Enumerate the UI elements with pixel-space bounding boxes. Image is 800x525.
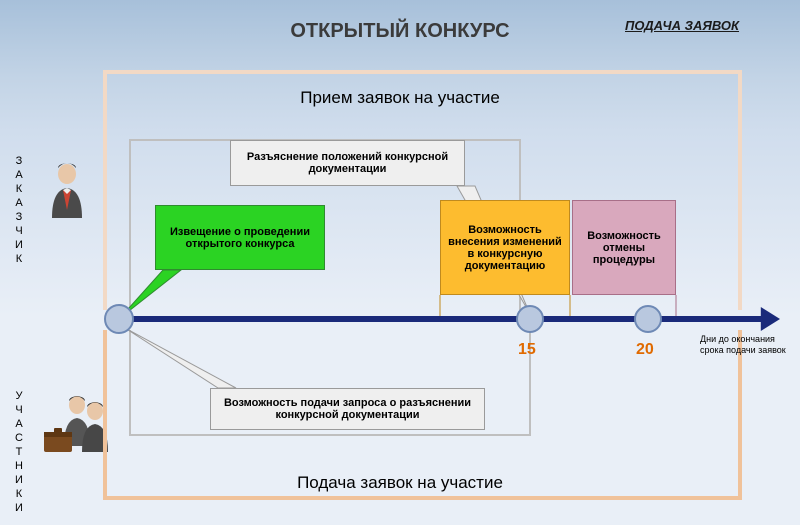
brackets-svg bbox=[0, 0, 800, 525]
callout-changes: Возможность внесения изменений в конкурс… bbox=[440, 200, 570, 295]
callout-changes-text: Возможность внесения изменений в конкурс… bbox=[447, 224, 563, 272]
customer-icon bbox=[42, 160, 92, 220]
axis-label-line1: Дни до окончания bbox=[700, 334, 775, 344]
callout-request: Возможность подачи запроса о разъяснении… bbox=[210, 388, 485, 430]
callout-notice: Извещение о проведении открытого конкурс… bbox=[155, 205, 325, 270]
left-label-customer-text: ЗАКАЗЧИК bbox=[13, 155, 25, 267]
bracket-bottom-label-text: Подача заявок на участие bbox=[297, 473, 503, 492]
callout-notice-text: Извещение о проведении открытого конкурс… bbox=[162, 226, 318, 250]
axis-label: Дни до окончания срока подачи заявок bbox=[700, 334, 786, 356]
left-label-participants-text: УЧАСТНИКИ bbox=[13, 390, 25, 516]
callout-cancel-text: Возможность отмены процедуры bbox=[579, 230, 669, 266]
callout-request-text: Возможность подачи запроса о разъяснении… bbox=[217, 397, 478, 421]
tick-20: 20 bbox=[636, 341, 654, 359]
bracket-top-label-text: Прием заявок на участие bbox=[300, 88, 500, 107]
participants-icon bbox=[42, 390, 112, 460]
callout-cancel: Возможность отмены процедуры bbox=[572, 200, 676, 295]
bracket-top-label: Прием заявок на участие bbox=[0, 88, 800, 108]
page-title-text: ОТКРЫТЫЙ КОНКУРС bbox=[290, 20, 509, 42]
subtitle-link: ПОДАЧА ЗАЯВОК bbox=[625, 18, 739, 33]
bracket-bottom-label: Подача заявок на участие bbox=[0, 473, 800, 493]
tick-20-text: 20 bbox=[636, 341, 654, 358]
tick-15-text: 15 bbox=[518, 341, 536, 358]
callout-clarification-text: Разъяснение положений конкурсной докумен… bbox=[237, 151, 458, 175]
tick-15: 15 bbox=[518, 341, 536, 359]
axis-label-line2: срока подачи заявок bbox=[700, 345, 786, 355]
subtitle-text: ПОДАЧА ЗАЯВОК bbox=[625, 18, 739, 33]
left-label-participants: УЧАСТНИКИ bbox=[13, 390, 25, 516]
callout-clarification: Разъяснение положений конкурсной докумен… bbox=[230, 140, 465, 186]
left-label-customer: ЗАКАЗЧИК bbox=[13, 155, 25, 267]
